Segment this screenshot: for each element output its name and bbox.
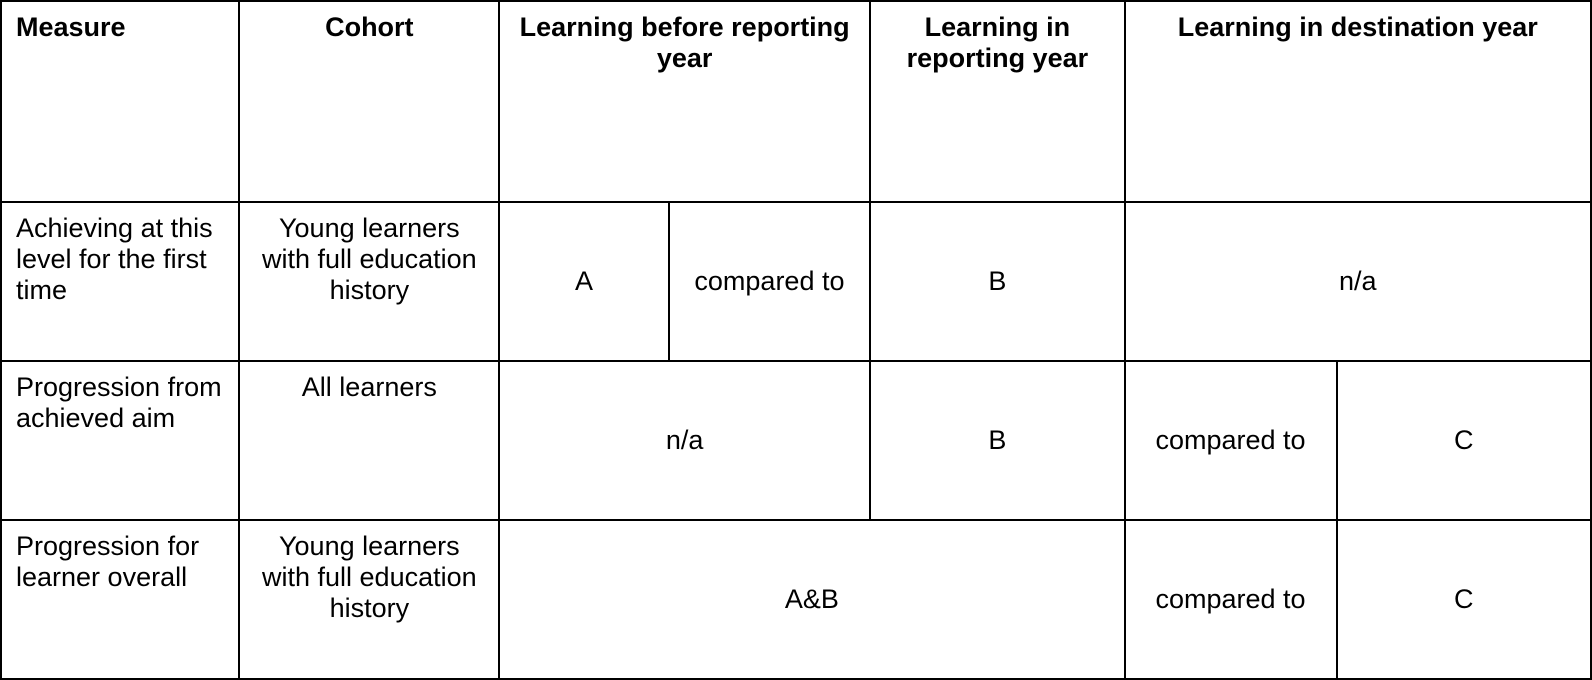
cell-cohort: All learners [239, 361, 499, 520]
table-row: Achieving at this level for the first ti… [1, 202, 1591, 361]
table-row: Progression for learner overall Young le… [1, 520, 1591, 679]
cell-b: B [870, 202, 1124, 361]
cell-compared-to: compared to [1125, 361, 1337, 520]
header-learning-in: Learning in reporting year [870, 1, 1124, 202]
cell-measure: Progression for learner overall [1, 520, 239, 679]
header-learning-dest: Learning in destination year [1125, 1, 1591, 202]
cell-measure: Progression from achieved aim [1, 361, 239, 520]
learning-table: Measure Cohort Learning before reporting… [0, 0, 1592, 680]
cell-na: n/a [499, 361, 870, 520]
cell-a: A [499, 202, 669, 361]
cell-ab: A&B [499, 520, 1124, 679]
header-learning-before: Learning before reporting year [499, 1, 870, 202]
header-measure: Measure [1, 1, 239, 202]
table-header-row: Measure Cohort Learning before reporting… [1, 1, 1591, 202]
cell-compared-to: compared to [1125, 520, 1337, 679]
cell-compared-to: compared to [669, 202, 870, 361]
cell-cohort: Young learners with full education histo… [239, 202, 499, 361]
cell-na: n/a [1125, 202, 1591, 361]
learning-table-container: Measure Cohort Learning before reporting… [0, 0, 1592, 680]
table-row: Progression from achieved aim All learne… [1, 361, 1591, 520]
header-cohort: Cohort [239, 1, 499, 202]
cell-c: C [1337, 361, 1591, 520]
cell-c: C [1337, 520, 1591, 679]
cell-b: B [870, 361, 1124, 520]
cell-measure: Achieving at this level for the first ti… [1, 202, 239, 361]
cell-cohort: Young learners with full education histo… [239, 520, 499, 679]
